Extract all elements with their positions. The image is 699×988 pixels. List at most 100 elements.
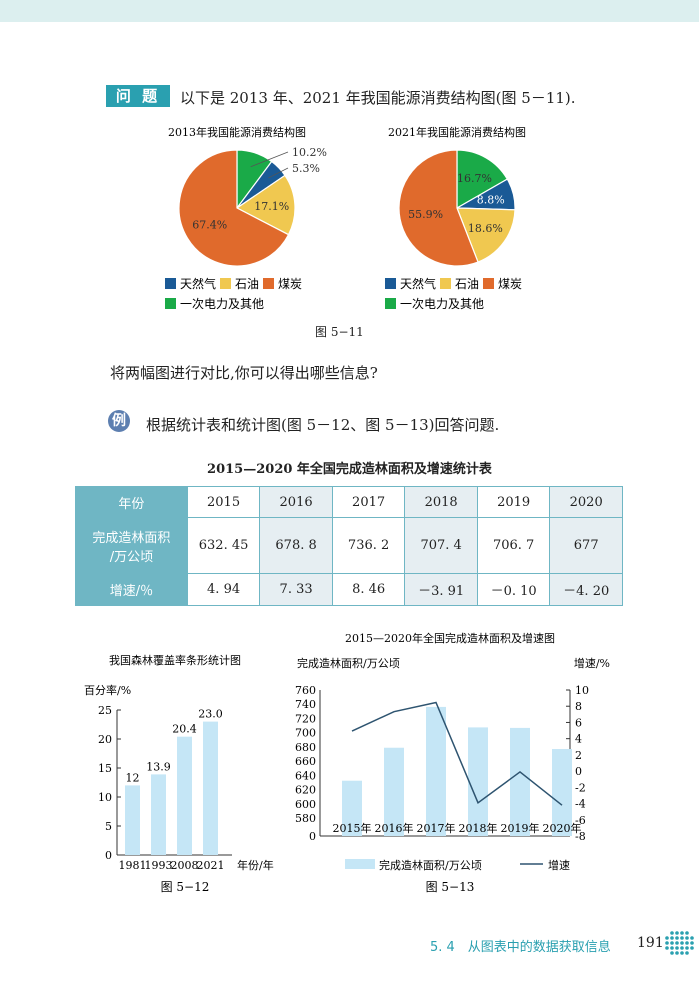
- legend-swatch: [165, 298, 176, 309]
- slice-label: 55.9%: [408, 208, 443, 221]
- bar: [426, 706, 446, 836]
- left-tick-label: 740: [295, 698, 316, 711]
- cell: 2018: [404, 486, 478, 518]
- slice-label: 10.2%: [292, 146, 327, 159]
- legend-label: 一次电力及其他: [180, 297, 264, 311]
- dot: [675, 951, 679, 955]
- bar: [552, 749, 572, 836]
- y-axis-label: 百分率/%: [84, 683, 131, 697]
- bar: [125, 785, 140, 855]
- cell: 4. 94: [186, 573, 261, 606]
- legend-label: 天然气: [400, 276, 436, 291]
- x-axis-label: 年份/年: [237, 858, 274, 872]
- cell: 2016: [259, 486, 333, 518]
- question-text: 以下是 2013 年、2021 年我国能源消费结构图(图 5－11).: [180, 89, 576, 107]
- bar: [468, 727, 488, 836]
- top-band: [0, 0, 699, 22]
- x-tick-label: 2018年: [459, 821, 498, 835]
- x-tick-label: 2016年: [375, 821, 414, 835]
- dot: [685, 951, 689, 955]
- dot: [675, 941, 679, 945]
- legend-swatch: [385, 278, 396, 289]
- legend-label: 煤炭: [498, 277, 522, 291]
- dot: [675, 931, 679, 935]
- bar: [151, 774, 166, 855]
- cell: －4. 20: [549, 573, 623, 606]
- slice-label: 18.6%: [468, 222, 503, 235]
- dot: [680, 946, 684, 950]
- slice-label: 16.7%: [457, 172, 492, 185]
- dot: [685, 931, 689, 935]
- dot: [690, 936, 694, 940]
- bar: [203, 721, 218, 855]
- left-axis-label: 完成造林面积/万公顷: [297, 656, 400, 670]
- pie-slice: [178, 149, 290, 267]
- leader-line: [250, 151, 289, 168]
- right-tick-label: 10: [575, 684, 589, 697]
- header-area: 完成造林面积/万公顷: [75, 517, 188, 574]
- legend-swatch: [440, 278, 451, 289]
- left-tick-label: 700: [295, 727, 316, 740]
- y-tick-label: 5: [105, 820, 112, 833]
- cell: 2020: [549, 486, 623, 518]
- pie-slice: [398, 149, 479, 267]
- legend-label-text: 天然气: [180, 276, 216, 291]
- x-tick-label: 2020年: [543, 821, 582, 835]
- left-tick-label: 660: [295, 755, 316, 768]
- leader-line: [268, 167, 289, 179]
- figure-caption: 图 5−13: [426, 880, 475, 894]
- data-label: 12: [126, 771, 140, 784]
- data-label: 23.0: [198, 708, 223, 721]
- legend-label: 天然气: [180, 276, 216, 291]
- cell: 706. 7: [476, 517, 551, 574]
- x-tick-label: 2019年: [501, 821, 540, 835]
- dot: [670, 951, 674, 955]
- dot: [670, 946, 674, 950]
- dot: [685, 941, 689, 945]
- dot: [680, 951, 684, 955]
- right-tick-label: 6: [575, 716, 582, 729]
- left-tick-label: 600: [295, 798, 316, 811]
- pie-title: 2021年我国能源消费结构图: [388, 125, 526, 139]
- bar: [510, 727, 530, 836]
- x-tick-label: 2015年: [333, 821, 372, 835]
- dot: [690, 941, 694, 945]
- example-badge: 例: [108, 410, 130, 432]
- cell: 677: [549, 517, 623, 574]
- dot: [670, 931, 674, 935]
- table-row: 增速/％ 4. 94 7. 33 8. 46 －3. 91 －0. 10 －4. 20: [75, 573, 623, 606]
- cell: －3. 91: [404, 573, 478, 606]
- x-tick-label: 1981: [119, 859, 147, 872]
- y-tick-label: 10: [98, 791, 112, 804]
- cell: 7. 33: [259, 573, 333, 606]
- legend-label: 石油: [235, 277, 259, 291]
- dot: [665, 941, 669, 945]
- cell: 678. 8: [259, 517, 333, 574]
- question-badge: 问 题 2: [106, 85, 170, 127]
- right-tick-label: 2: [575, 749, 582, 762]
- cell: 2017: [331, 486, 406, 518]
- x-tick-label: 2021: [197, 859, 225, 872]
- dot: [665, 946, 669, 950]
- dot: [690, 946, 694, 950]
- slice-label: 8.8%: [477, 194, 505, 207]
- dot: [685, 936, 689, 940]
- dot: [680, 936, 684, 940]
- legend-swatch: [385, 298, 396, 309]
- prompt-text: 将两幅图进行对比,你可以得出哪些信息?: [110, 364, 378, 382]
- cell: 707. 4: [404, 517, 478, 574]
- x-tick-label: 2017年: [417, 821, 456, 835]
- dot: [665, 936, 669, 940]
- header-growth: 增速/％: [75, 573, 188, 606]
- cell: 632. 45: [186, 517, 261, 574]
- y-tick-label: 20: [98, 733, 112, 746]
- bar: [177, 736, 192, 855]
- right-tick-label: -8: [575, 830, 586, 843]
- dot: [670, 941, 674, 945]
- cell: 8. 46: [331, 573, 406, 606]
- legend-label: 石油: [455, 277, 479, 291]
- pie-slice: [235, 174, 296, 236]
- legend-label: 增速: [548, 858, 570, 872]
- bar: [384, 747, 404, 836]
